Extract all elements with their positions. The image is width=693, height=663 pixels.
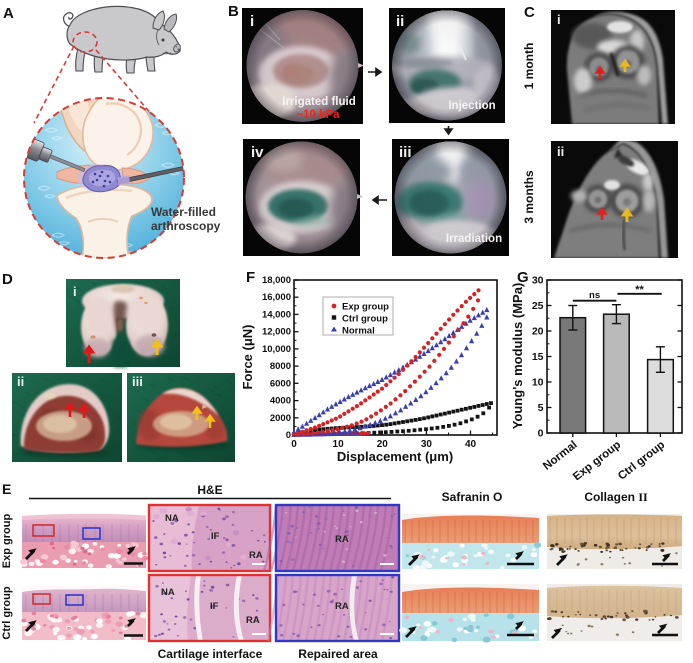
svg-text:4000: 4000	[270, 396, 291, 407]
svg-text:i: i	[73, 284, 77, 299]
svg-text:Force (μN): Force (μN)	[240, 324, 255, 389]
svg-text:Injection: Injection	[448, 100, 495, 112]
svg-text:NA: NA	[165, 513, 179, 524]
svg-text:Ctrl group: Ctrl group	[342, 314, 388, 325]
svg-text:**: **	[635, 284, 644, 296]
svg-text:8000: 8000	[270, 361, 291, 372]
svg-text:B: B	[228, 3, 239, 20]
svg-text:10,000: 10,000	[262, 344, 291, 355]
svg-text:3 months: 3 months	[522, 170, 536, 224]
svg-text:25: 25	[532, 300, 544, 312]
svg-text:Safranin O: Safranin O	[442, 490, 503, 504]
svg-text:2000: 2000	[270, 413, 291, 424]
svg-text:NA: NA	[161, 587, 175, 598]
svg-text:E: E	[2, 481, 11, 497]
svg-text:Collagen II: Collagen II	[584, 490, 648, 504]
svg-text:12,000: 12,000	[262, 327, 291, 338]
svg-text:Exp group: Exp group	[1, 514, 13, 569]
svg-text:D: D	[2, 271, 13, 288]
svg-text:30: 30	[532, 275, 544, 287]
svg-text:Exp group: Exp group	[342, 302, 389, 313]
svg-text:20: 20	[532, 326, 544, 338]
svg-text:C: C	[524, 4, 535, 21]
svg-text:ns: ns	[589, 290, 600, 301]
svg-text:iv: iv	[251, 144, 264, 161]
svg-text:Water-filled: Water-filled	[151, 205, 216, 219]
svg-text:Displacement (μm): Displacement (μm)	[337, 449, 453, 464]
svg-text:18,000: 18,000	[262, 275, 291, 286]
svg-text:6000: 6000	[270, 378, 291, 389]
svg-text:Repaired area: Repaired area	[298, 647, 378, 661]
svg-text:Ctrl group: Ctrl group	[616, 439, 667, 480]
svg-text:RA: RA	[246, 615, 260, 626]
svg-text:RA: RA	[249, 550, 263, 561]
svg-text:G: G	[517, 269, 529, 286]
svg-text:Ctrl group: Ctrl group	[1, 586, 13, 639]
svg-text:i: i	[250, 13, 254, 30]
svg-text:ii: ii	[17, 374, 24, 389]
svg-text:iii: iii	[399, 144, 412, 161]
svg-text:1 month: 1 month	[522, 43, 536, 90]
svg-text:Irradiation: Irradiation	[446, 233, 502, 245]
svg-text:10: 10	[532, 377, 544, 389]
svg-text:Normal: Normal	[342, 326, 375, 337]
svg-text:0: 0	[538, 428, 544, 440]
svg-text:14,000: 14,000	[262, 309, 291, 320]
svg-text:30: 30	[421, 439, 433, 450]
svg-text:5: 5	[538, 402, 544, 414]
svg-text:ii: ii	[557, 144, 564, 159]
svg-text:iii: iii	[132, 374, 143, 389]
svg-text:Cartilage interface: Cartilage interface	[158, 647, 263, 661]
svg-text:Normal: Normal	[541, 439, 580, 473]
svg-text:0: 0	[286, 430, 291, 441]
svg-text:Irrigated fluid: Irrigated fluid	[282, 96, 355, 108]
svg-text:20: 20	[377, 439, 389, 450]
svg-text:IF: IF	[210, 601, 219, 612]
svg-text:RA: RA	[335, 601, 349, 612]
svg-text:16,000: 16,000	[262, 292, 291, 303]
svg-text:i: i	[557, 12, 561, 27]
svg-text:~10 kPa: ~10 kPa	[296, 109, 340, 121]
svg-text:Young's modulus (MPa): Young's modulus (MPa)	[510, 283, 525, 430]
svg-text:A: A	[3, 5, 14, 22]
svg-text:arthroscopy: arthroscopy	[151, 219, 221, 233]
svg-text:F: F	[246, 269, 255, 286]
svg-text:IF: IF	[211, 531, 220, 542]
svg-text:ii: ii	[396, 13, 404, 30]
svg-text:RA: RA	[335, 534, 349, 545]
svg-text:40: 40	[465, 439, 477, 450]
svg-text:0: 0	[291, 439, 297, 450]
svg-text:H&E: H&E	[197, 483, 222, 497]
svg-text:15: 15	[532, 351, 544, 363]
svg-text:10: 10	[333, 439, 345, 450]
